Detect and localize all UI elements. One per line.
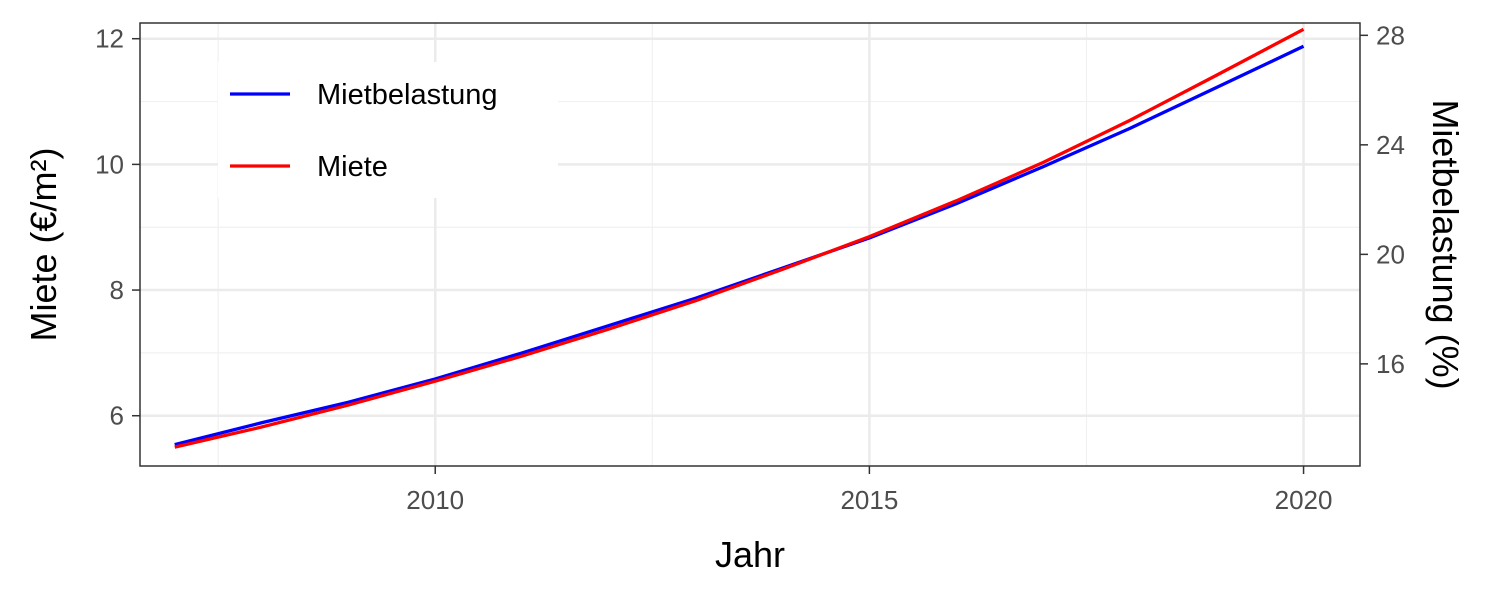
y2-tick-label: 28 [1376, 20, 1405, 50]
y2-tick-label: 20 [1376, 239, 1405, 269]
y2-tick-label: 16 [1376, 349, 1405, 379]
series-line-miete [174, 27, 1305, 449]
legend-background [218, 62, 558, 198]
legend: Mietbelastung Miete [218, 62, 558, 198]
y2-tick-label: 24 [1376, 130, 1405, 160]
y-tick-label: 8 [110, 275, 124, 305]
panel-border [139, 22, 1361, 467]
y-tick-label: 12 [95, 24, 124, 54]
grid-major [140, 23, 1360, 466]
axes-layer: 2010 2015 2020 6 8 10 12 16 20 24 28 [95, 20, 1405, 515]
x-tick-label: 2020 [1275, 485, 1333, 515]
x-tick-label: 2015 [840, 485, 898, 515]
y-tick-label: 6 [110, 401, 124, 431]
y-tick-label: 10 [95, 149, 124, 179]
legend-label-mietbelastung: Mietbelastung [317, 79, 498, 111]
x-axis-title: Jahr [715, 534, 785, 575]
x-tick-label: 2010 [406, 485, 464, 515]
y-axis-title: Miete (€/m²) [23, 147, 64, 341]
series-layer [174, 27, 1305, 449]
series-line-mietbelastung [174, 44, 1305, 447]
legend-label-miete: Miete [317, 151, 388, 183]
y2-axis-title: Mietbelastung (%) [1425, 99, 1466, 389]
